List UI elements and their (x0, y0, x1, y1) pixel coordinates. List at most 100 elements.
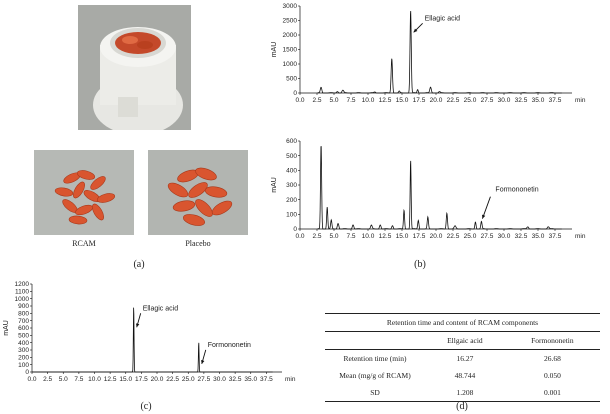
table-header-ellagic: Ellgaic acid (425, 331, 505, 350)
cell-ellagic: 48.744 (454, 371, 476, 380)
x-tick-label: 32.5 (229, 376, 242, 383)
x-tick-label: 5.0 (329, 97, 338, 104)
x-tick-label: 10.0 (88, 376, 101, 383)
x-tick-label: 20.0 (430, 97, 443, 104)
rcam-photo (34, 150, 134, 235)
panel-d-label: (d) (456, 401, 468, 412)
chromatogram-trace (317, 10, 562, 94)
y-tick-label: 800 (18, 311, 29, 318)
x-tick-label: 0.0 (295, 233, 304, 240)
x-tick-label: 25.0 (464, 97, 477, 104)
x-tick-label: 22.5 (447, 97, 460, 104)
rcam-photo-drawing (34, 150, 134, 235)
x-tick-label: 15.0 (119, 376, 132, 383)
x-tick-label: 0.0 (295, 97, 304, 104)
x-tick-label: 17.5 (413, 97, 426, 104)
x-tick-label: 25.0 (182, 376, 195, 383)
x-tick-label: 2.5 (312, 97, 321, 104)
x-tick-label: 7.5 (346, 233, 355, 240)
y-tick-label: 2000 (283, 32, 298, 39)
cell-formononetin: 26.68 (543, 354, 561, 363)
y-tick-label: 0 (293, 90, 297, 97)
x-tick-label: 17.5 (135, 376, 148, 383)
peak-annotation: Formononetin (208, 342, 251, 349)
cell-ellagic: 16.27 (456, 354, 474, 363)
x-tick-label: 37.5 (260, 376, 273, 383)
x-tick-label: 2.5 (43, 376, 52, 383)
y-tick-label: 3000 (283, 3, 298, 10)
x-tick-label: 2.5 (312, 233, 321, 240)
y-tick-label: 200 (18, 355, 29, 362)
peak-annotation: Ellagic acid (143, 305, 179, 312)
placebo-photo-drawing (148, 150, 248, 235)
y-tick-label: 1200 (15, 281, 30, 288)
y-tick-label: 600 (286, 138, 297, 145)
y-tick-label: 1500 (283, 47, 298, 54)
x-tick-label: 32.5 (515, 233, 528, 240)
x-axis-label: min (285, 376, 296, 383)
y-axis-label: mAU (271, 177, 278, 193)
y-tick-label: 200 (286, 197, 297, 204)
x-tick-label: 27.5 (481, 233, 494, 240)
y-tick-label: 500 (286, 76, 297, 83)
table-header-formononetin: Formononetin (504, 331, 600, 350)
placebo-photo (148, 150, 248, 235)
y-tick-label: 900 (18, 303, 29, 310)
x-tick-label: 22.5 (447, 233, 460, 240)
x-tick-label: 30.0 (498, 233, 511, 240)
cell-formononetin: 0.050 (543, 371, 561, 380)
x-tick-label: 27.5 (198, 376, 211, 383)
bottle-photo (78, 5, 191, 130)
y-tick-label: 300 (286, 182, 297, 189)
x-tick-label: 15.0 (396, 97, 409, 104)
bottle-photo-drawing (78, 5, 191, 130)
bottle-tablet-shadow (137, 41, 153, 49)
x-tick-label: 15.0 (396, 233, 409, 240)
y-axis-label: mAU (3, 320, 10, 336)
table-row: SD 1.208 0.001 (325, 384, 600, 402)
x-tick-label: 12.5 (104, 376, 117, 383)
x-tick-label: 12.5 (379, 97, 392, 104)
x-tick-label: 10.0 (362, 233, 375, 240)
table-header-blank (325, 331, 425, 350)
annotation-arrowhead (136, 323, 140, 328)
x-tick-label: 20.0 (151, 376, 164, 383)
table-row: Mean (mg/g of RCAM) 48.744 0.050 (325, 367, 600, 384)
chromatogram-trace (32, 307, 273, 373)
retention-table: Retention time and content of RCAM compo… (325, 313, 600, 402)
y-tick-label: 400 (18, 340, 29, 347)
x-tick-label: 35.0 (244, 376, 257, 383)
bottle-tablet-highlight (122, 36, 138, 44)
x-tick-label: 37.5 (549, 233, 562, 240)
annotation-arrowhead (413, 28, 418, 33)
y-tick-label: 500 (286, 153, 297, 160)
y-tick-label: 1000 (283, 61, 298, 68)
row-label: Retention time (min) (343, 354, 407, 363)
x-tick-label: 27.5 (481, 97, 494, 104)
y-tick-label: 1000 (15, 296, 30, 303)
x-tick-label: 32.5 (515, 97, 528, 104)
y-tick-label: 0 (25, 369, 29, 376)
y-tick-label: 2500 (283, 18, 298, 25)
cell-formononetin: 0.001 (504, 384, 600, 402)
y-tick-label: 1100 (15, 289, 29, 296)
row-label: Mean (mg/g of RCAM) (339, 371, 411, 380)
panel-c-label: (c) (140, 401, 152, 412)
row-label: SD (325, 384, 425, 402)
y-tick-label: 700 (18, 318, 29, 325)
chromatogram-trace (317, 146, 562, 230)
x-tick-label: 30.0 (213, 376, 226, 383)
y-tick-label: 0 (293, 226, 297, 233)
panel-a-label: (a) (133, 259, 145, 270)
y-tick-label: 400 (286, 168, 297, 175)
x-tick-label: 30.0 (498, 97, 511, 104)
table-title: Retention time and content of RCAM compo… (325, 313, 600, 332)
x-tick-label: 7.5 (346, 97, 355, 104)
x-tick-label: 0.0 (27, 376, 36, 383)
table-row: Retention time (min) 16.27 26.68 (325, 350, 600, 368)
annotation-arrow (482, 196, 491, 219)
y-tick-label: 600 (18, 325, 29, 332)
